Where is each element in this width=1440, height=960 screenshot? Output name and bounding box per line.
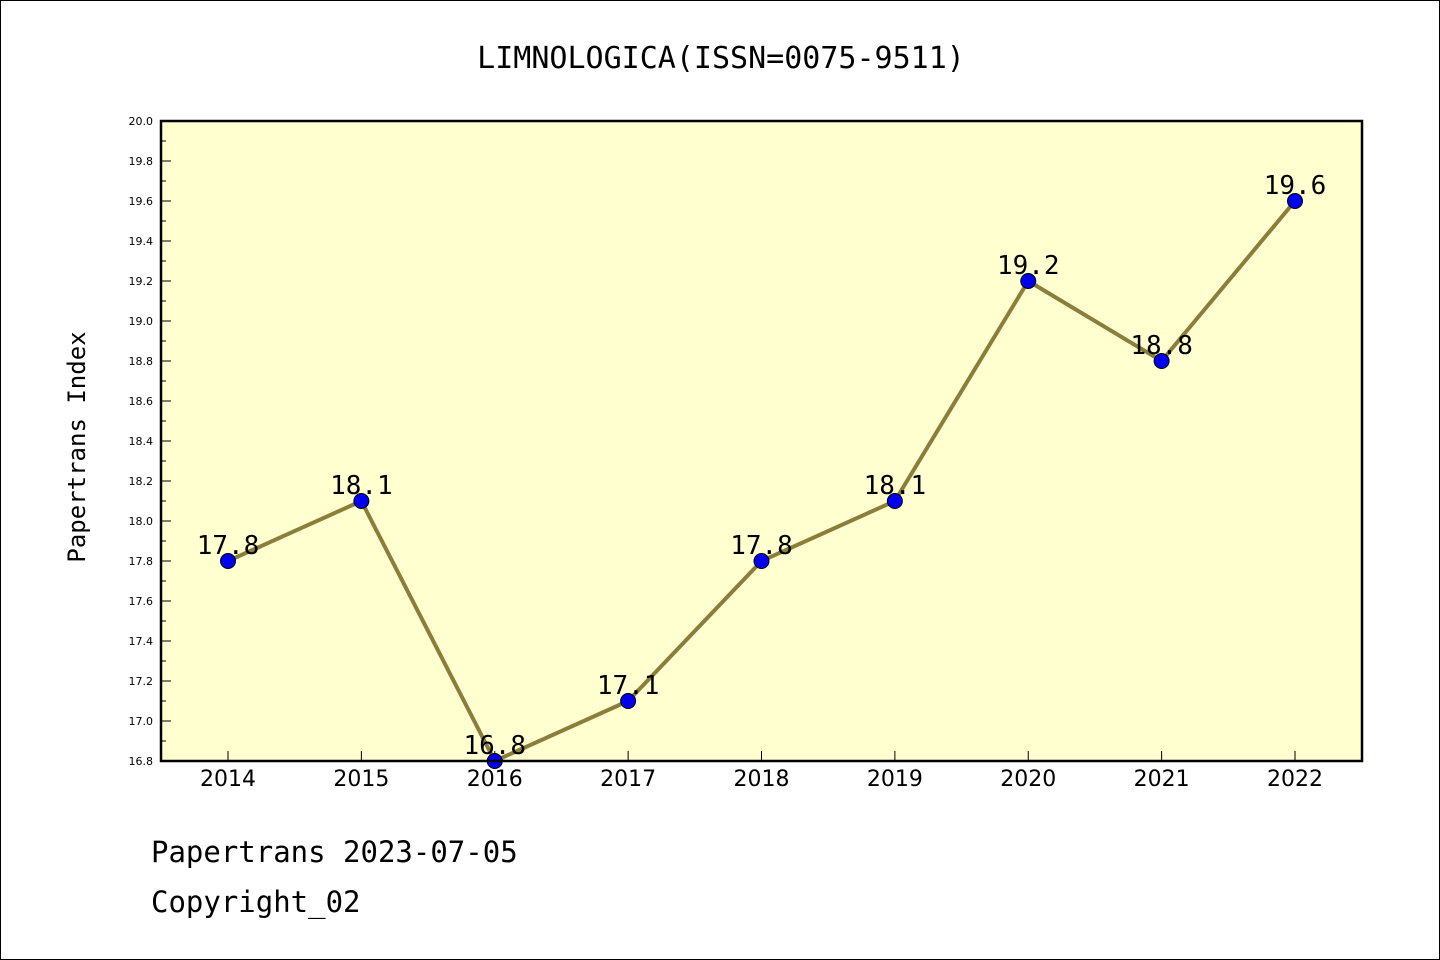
plot-frame (159, 119, 1364, 763)
y-tick-label: 17.4 (129, 635, 154, 648)
data-point (753, 553, 770, 569)
y-tick-label: 18.8 (129, 355, 154, 368)
x-tick-label: 2018 (734, 767, 790, 792)
y-tick-label: 19.2 (129, 275, 154, 288)
x-tick-label: 2021 (1134, 767, 1190, 792)
data-point (1020, 273, 1037, 289)
y-tick-label: 19.4 (129, 235, 154, 248)
data-point (620, 693, 637, 709)
y-tick-label: 19.6 (129, 195, 154, 208)
data-label: 19.6 (1264, 171, 1327, 201)
x-axis-ticks: 2014 2015 2016 2017 2018 2019 2020 2021 2022 (200, 751, 1323, 792)
y-axis-ticks: 16.8 17.0 17.2 17.4 17.6 17.8 18.0 18.2 18.4 18.6… (129, 115, 171, 768)
data-label: 18.1 (330, 471, 393, 501)
x-tick-label: 2019 (867, 767, 923, 792)
data-label: 18.8 (1130, 331, 1193, 361)
x-tick-label: 2016 (467, 767, 523, 792)
y-tick-label: 16.8 (129, 755, 154, 768)
x-tick-label: 2015 (333, 767, 389, 792)
y-tick-label: 20.0 (129, 115, 154, 128)
y-tick-label: 19.0 (129, 315, 154, 328)
y-tick-label: 17.6 (129, 595, 154, 608)
data-point (1287, 193, 1303, 209)
data-label: 19.2 (997, 251, 1060, 281)
data-point (220, 553, 236, 569)
y-tick-label: 17.0 (129, 715, 154, 728)
y-tick-label: 17.8 (129, 555, 154, 568)
chart-title: LIMNOLOGICA(ISSN=0075-9511) (477, 41, 965, 76)
data-point (886, 493, 903, 509)
y-tick-label: 18.4 (129, 435, 154, 448)
y-axis-label: Papertrans Index (63, 331, 91, 562)
data-point (1153, 353, 1170, 369)
x-tick-label: 2022 (1267, 767, 1323, 792)
data-label: 17.8 (730, 531, 793, 561)
x-tick-label: 2014 (200, 767, 256, 792)
x-tick-label: 2020 (1000, 767, 1056, 792)
data-point (353, 493, 370, 509)
plot-area (161, 121, 1362, 761)
data-labels: 17.8 18.1 16.8 17.1 17.8 18.1 19.2 18.8 19.6 (197, 171, 1327, 761)
x-tick-label: 2017 (600, 767, 656, 792)
data-label: 17.1 (597, 671, 660, 701)
footer-date: Papertrans 2023-07-05 (151, 835, 518, 869)
data-label: 17.8 (197, 531, 260, 561)
y-tick-label: 18.0 (129, 515, 154, 528)
y-tick-label: 18.6 (129, 395, 154, 408)
data-label: 16.8 (463, 731, 526, 761)
y-tick-label: 17.2 (129, 675, 154, 688)
y-tick-label: 19.8 (129, 155, 154, 168)
y-tick-label: 18.2 (129, 475, 154, 488)
footer-copyright: Copyright_02 (151, 885, 361, 919)
data-label: 18.1 (864, 471, 927, 501)
